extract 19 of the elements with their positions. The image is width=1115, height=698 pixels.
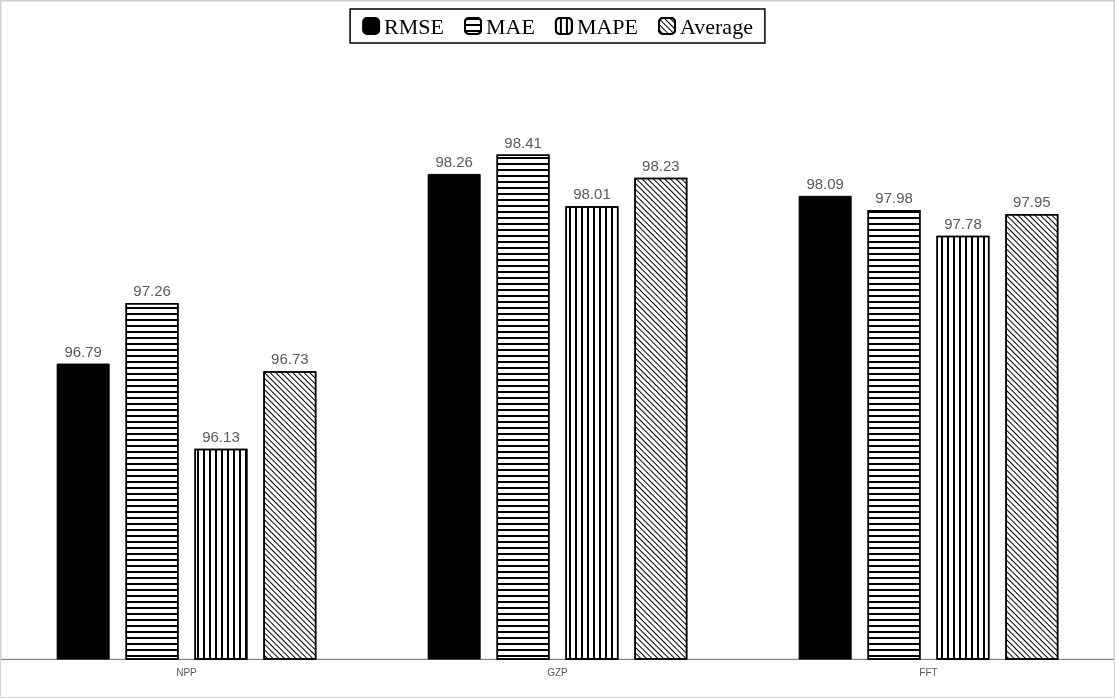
legend-label: RMSE xyxy=(384,13,445,39)
legend-label: MAE xyxy=(486,13,535,39)
data-label: 96.13 xyxy=(202,427,240,445)
x-tick-label: NPP xyxy=(176,666,198,678)
data-label: 98.26 xyxy=(435,152,473,170)
data-label: 97.95 xyxy=(1013,192,1051,210)
data-label: 97.98 xyxy=(875,189,913,207)
legend-label: MAPE xyxy=(576,13,639,39)
data-label: 98.09 xyxy=(806,174,844,192)
data-label: 98.23 xyxy=(642,156,680,174)
data-label: 97.26 xyxy=(133,281,171,299)
x-tick-label: FFT xyxy=(919,666,938,678)
data-label: 97.78 xyxy=(944,214,982,232)
data-label: 98.41 xyxy=(504,133,542,151)
x-tick-label: GZP xyxy=(547,666,569,678)
data-label: 98.01 xyxy=(573,185,611,203)
data-label: 96.79 xyxy=(64,342,102,360)
legend-label: Average xyxy=(680,13,753,39)
data-label: 96.73 xyxy=(271,350,309,368)
